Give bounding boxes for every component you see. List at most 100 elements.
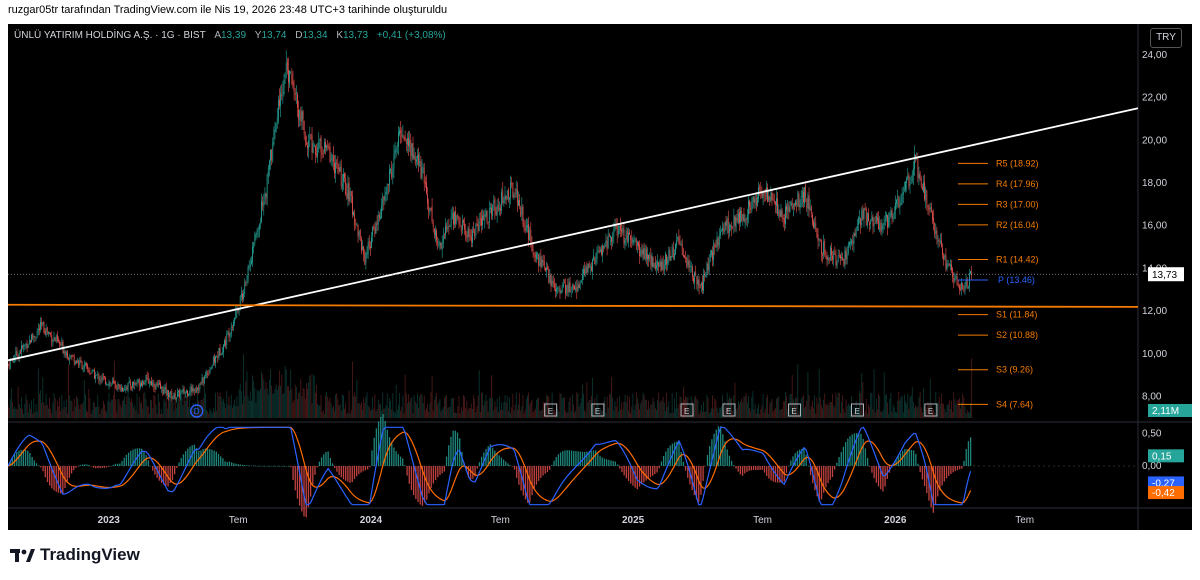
candle-body — [452, 212, 454, 224]
volume-bar — [794, 403, 795, 418]
currency-button[interactable]: TRY — [1150, 28, 1182, 48]
volume-bar — [472, 409, 473, 418]
candle-body — [819, 239, 821, 241]
candle-body — [362, 246, 363, 250]
candle-body — [621, 228, 623, 233]
candle-body — [366, 253, 368, 255]
candle-body — [448, 225, 450, 228]
candle-body — [951, 264, 952, 271]
volume-bar — [567, 412, 569, 418]
earnings-marker-icon — [788, 403, 802, 417]
candle-body — [863, 208, 865, 219]
symbol-title: ÜNLÜ YATIRIM HOLDİNG A.Ş. · 1G · BIST — [14, 30, 206, 41]
macd-histogram-bar — [101, 466, 103, 469]
candle-body — [76, 361, 77, 363]
volume-bar — [273, 393, 275, 418]
volume-bar — [339, 404, 341, 418]
candle-body — [789, 206, 791, 212]
volume-bar — [630, 412, 632, 418]
volume-bar — [530, 402, 532, 418]
candle-body — [825, 255, 827, 258]
macd-histogram-bar — [92, 466, 95, 468]
candle-body — [33, 336, 35, 338]
candle-body — [45, 328, 47, 336]
volume-bar — [769, 403, 771, 418]
candle-body — [795, 200, 796, 206]
price-chart-svg[interactable]: R5 (18.92)R4 (17.96)R3 (17.00)R2 (16.04)… — [8, 24, 1192, 530]
candle-body — [899, 204, 901, 208]
candle-body — [133, 381, 135, 385]
candle-body — [101, 377, 103, 381]
volume-bar — [28, 403, 30, 418]
macd-histogram-bar — [827, 466, 829, 484]
volume-bar — [803, 394, 804, 418]
volume-bar — [350, 409, 352, 418]
macd-histogram-bar — [948, 466, 950, 476]
macd-histogram-bar — [428, 466, 430, 494]
candle-body — [902, 191, 904, 195]
candle-body — [82, 367, 84, 371]
volume-bar — [356, 379, 358, 418]
macd-histogram-bar — [573, 450, 575, 466]
candle-body — [956, 277, 958, 286]
volume-bar — [610, 393, 611, 418]
macd-histogram-bar — [375, 428, 378, 466]
volume-bar — [901, 395, 903, 418]
volume-bar — [548, 396, 550, 418]
candle-body — [971, 271, 973, 276]
candle-body — [783, 218, 785, 224]
candle-body — [203, 376, 205, 384]
candle-body — [187, 390, 188, 396]
macd-histogram-bar — [24, 450, 27, 466]
candle-body — [114, 381, 115, 384]
candle-body — [161, 386, 163, 389]
candle-body — [511, 182, 513, 185]
candle-body — [620, 224, 621, 231]
volume-bar — [925, 410, 927, 418]
candle-body — [279, 99, 280, 106]
volume-bar — [910, 395, 912, 418]
candle-body — [687, 260, 689, 266]
chart-frame[interactable]: ÜNLÜ YATIRIM HOLDİNG A.Ş. · 1G · BIST A1… — [8, 24, 1192, 530]
candle-body — [577, 284, 579, 292]
volume-bar — [607, 407, 609, 418]
macd-histogram-bar — [99, 466, 101, 469]
volume-bar — [166, 408, 168, 418]
pivot-label: S3 (9.26) — [996, 365, 1033, 375]
volume-bar — [398, 405, 399, 418]
candle-body — [895, 202, 896, 211]
volume-bar — [161, 408, 163, 418]
volume-bar — [277, 386, 279, 418]
price-tick-label: 8,00 — [1142, 392, 1162, 403]
volume-bar — [281, 374, 283, 418]
volume-bar — [244, 395, 246, 418]
candle-body — [650, 255, 652, 266]
candle-body — [476, 223, 478, 226]
macd-histogram-bar — [654, 466, 656, 475]
candle-body — [852, 241, 854, 244]
time-axis-label: 2024 — [360, 515, 383, 526]
macd-histogram-bar — [13, 453, 16, 466]
candle-body — [208, 373, 210, 375]
volume-bar — [363, 397, 365, 418]
macd-histogram-bar — [669, 445, 671, 466]
macd-histogram-bar — [693, 466, 695, 495]
volume-bar — [288, 386, 289, 418]
candle-body — [688, 260, 690, 268]
candle-body — [304, 136, 306, 143]
volume-bar — [917, 406, 919, 418]
volume-bar — [138, 397, 140, 418]
candle-body — [58, 339, 59, 342]
candle-body — [567, 284, 569, 293]
volume-bar — [929, 378, 931, 418]
volume-bar — [632, 393, 634, 418]
candle-body — [574, 285, 575, 290]
candle-body — [886, 214, 887, 218]
volume-bar — [177, 403, 178, 418]
volume-bar — [494, 401, 496, 418]
candle-body — [185, 390, 187, 393]
candle-body — [21, 345, 22, 353]
candle-body — [273, 130, 275, 145]
macd-histogram-bar — [739, 466, 742, 475]
candle-body — [310, 134, 312, 136]
